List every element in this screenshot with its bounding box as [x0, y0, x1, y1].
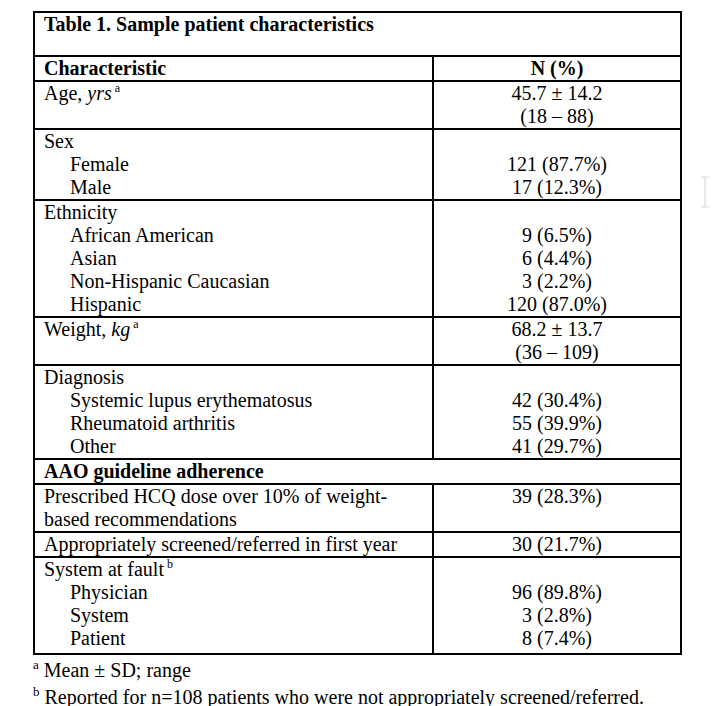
cell-age-label: Age, yrsa [34, 81, 433, 129]
diagnosis-item-other: Other [44, 435, 430, 458]
cell-ethnicity-labels: Ethnicity African American Asian Non-His… [34, 200, 433, 317]
ethnicity-item-non-hispanic-caucasian: Non-Hispanic Caucasian [44, 270, 430, 293]
cell-hcq-value: 39 (28.3%) [433, 484, 681, 532]
value-spacer [436, 366, 678, 389]
cell-ethnicity-values: 9 (6.5%) 6 (4.4%) 3 (2.2%) 120 (87.0%) [433, 200, 681, 317]
patient-characteristics-table: Table 1. Sample patient characteristics … [33, 11, 682, 655]
weight-label: Weight, kga [44, 318, 430, 341]
ethnicity-item-african-american: African American [44, 224, 430, 247]
ethnicity-value-african-american: 9 (6.5%) [436, 224, 678, 247]
sex-group-label: Sex [44, 130, 430, 153]
age-range: (18 – 88) [436, 105, 678, 128]
superscript-b: b [167, 557, 173, 571]
row-hcq-dose: Prescribed HCQ dose over 10% of weight-b… [34, 484, 681, 532]
screened-value: 30 (21.7%) [436, 533, 678, 556]
table-title-cell: Table 1. Sample patient characteristics [34, 12, 681, 56]
system-fault-item-patient: Patient [44, 627, 430, 650]
cell-screened-label: Appropriately screened/referred in first… [34, 532, 433, 557]
cell-diagnosis-labels: Diagnosis Systemic lupus erythematosus R… [34, 365, 433, 459]
hcq-value: 39 (28.3%) [436, 485, 678, 508]
cell-sex-labels: Sex Female Male [34, 129, 433, 200]
ethnicity-group-label: Ethnicity [44, 201, 430, 224]
superscript-a: a [115, 81, 120, 95]
footnote-b: b Reported for n=108 patients who were no… [33, 684, 718, 706]
system-fault-item-system: System [44, 604, 430, 627]
weight-range: (36 – 109) [436, 341, 678, 364]
row-age: Age, yrsa 45.7 ± 14.2 (18 – 88) [34, 81, 681, 129]
diagnosis-value-sle: 42 (30.4%) [436, 389, 678, 412]
cell-system-fault-values: 96 (89.8%) 3 (2.8%) 8 (7.4%) [433, 557, 681, 654]
cell-screened-value: 30 (21.7%) [433, 532, 681, 557]
weight-label-prefix: Weight, [44, 318, 111, 340]
cell-diagnosis-values: 42 (30.4%) 55 (39.9%) 41 (29.7%) [433, 365, 681, 459]
cell-system-fault-labels: System at faultb Physician System Patien… [34, 557, 433, 654]
superscript-a: a [133, 317, 138, 331]
ethnicity-value-non-hispanic-caucasian: 3 (2.2%) [436, 270, 678, 293]
age-label: Age, yrsa [44, 82, 430, 105]
screened-label: Appropriately screened/referred in first… [44, 533, 430, 556]
cell-aao-section-header: AAO guideline adherence [34, 459, 681, 484]
cell-weight-label: Weight, kga [34, 317, 433, 365]
table-title-row: Table 1. Sample patient characteristics [34, 12, 681, 56]
system-fault-value-system: 3 (2.8%) [436, 604, 678, 627]
footnote-b-marker: b [33, 684, 40, 699]
table-title: Table 1. Sample patient characteristics [44, 13, 678, 36]
row-weight: Weight, kga 68.2 ± 13.7 (36 – 109) [34, 317, 681, 365]
footnotes: a Mean ± SD; range b Reported for n=108 pa… [33, 657, 718, 706]
diagnosis-group-label: Diagnosis [44, 366, 430, 389]
value-spacer [436, 558, 678, 581]
diagnosis-value-other: 41 (29.7%) [436, 435, 678, 458]
column-header-row: Characteristic N (%) [34, 56, 681, 81]
col-header-n-pct-cell: N (%) [433, 56, 681, 81]
sex-value-male: 17 (12.3%) [436, 176, 678, 199]
cell-age-value: 45.7 ± 14.2 (18 – 88) [433, 81, 681, 129]
row-diagnosis: Diagnosis Systemic lupus erythematosus R… [34, 365, 681, 459]
sex-item-female: Female [44, 153, 430, 176]
text-cursor-icon [699, 176, 711, 213]
system-fault-item-physician: Physician [44, 581, 430, 604]
age-unit: yrs [87, 82, 111, 104]
age-mean-sd: 45.7 ± 14.2 [436, 82, 678, 105]
title-empty-line [44, 36, 678, 55]
system-fault-value-patient: 8 (7.4%) [436, 627, 678, 650]
hcq-label: Prescribed HCQ dose over 10% of weight-b… [44, 485, 430, 531]
sex-item-male: Male [44, 176, 430, 199]
col-header-n-pct: N (%) [436, 57, 678, 80]
ethnicity-item-asian: Asian [44, 247, 430, 270]
row-ethnicity: Ethnicity African American Asian Non-His… [34, 200, 681, 317]
diagnosis-item-sle: Systemic lupus erythematosus [44, 389, 430, 412]
system-fault-group-label: System at faultb [44, 558, 430, 581]
diagnosis-value-ra: 55 (39.9%) [436, 412, 678, 435]
weight-mean-sd: 68.2 ± 13.7 [436, 318, 678, 341]
row-aao-section-header: AAO guideline adherence [34, 459, 681, 484]
footnote-a-text: Mean ± SD; range [44, 659, 191, 681]
ethnicity-item-hispanic: Hispanic [44, 293, 430, 316]
system-fault-label-text: System at fault [44, 558, 164, 580]
footnote-a-marker: a [33, 657, 39, 672]
diagnosis-item-ra: Rheumatoid arthritis [44, 412, 430, 435]
col-header-characteristic: Characteristic [44, 57, 430, 80]
footnote-b-text: Reported for n=108 patients who were not… [45, 686, 644, 706]
cell-weight-value: 68.2 ± 13.7 (36 – 109) [433, 317, 681, 365]
value-spacer [436, 130, 678, 153]
document-page: Table 1. Sample patient characteristics … [0, 0, 718, 706]
cell-hcq-label: Prescribed HCQ dose over 10% of weight-b… [34, 484, 433, 532]
row-sex: Sex Female Male 121 (87.7%) 17 (12.3%) [34, 129, 681, 200]
age-label-prefix: Age, [44, 82, 87, 104]
footnote-a: a Mean ± SD; range [33, 657, 718, 684]
value-spacer [436, 201, 678, 224]
cell-sex-values: 121 (87.7%) 17 (12.3%) [433, 129, 681, 200]
sex-value-female: 121 (87.7%) [436, 153, 678, 176]
aao-section-title: AAO guideline adherence [44, 460, 678, 483]
ethnicity-value-asian: 6 (4.4%) [436, 247, 678, 270]
row-screened: Appropriately screened/referred in first… [34, 532, 681, 557]
col-header-characteristic-cell: Characteristic [34, 56, 433, 81]
row-system-at-fault: System at faultb Physician System Patien… [34, 557, 681, 654]
ethnicity-value-hispanic: 120 (87.0%) [436, 293, 678, 316]
system-fault-value-physician: 96 (89.8%) [436, 581, 678, 604]
weight-unit: kg [111, 318, 130, 340]
